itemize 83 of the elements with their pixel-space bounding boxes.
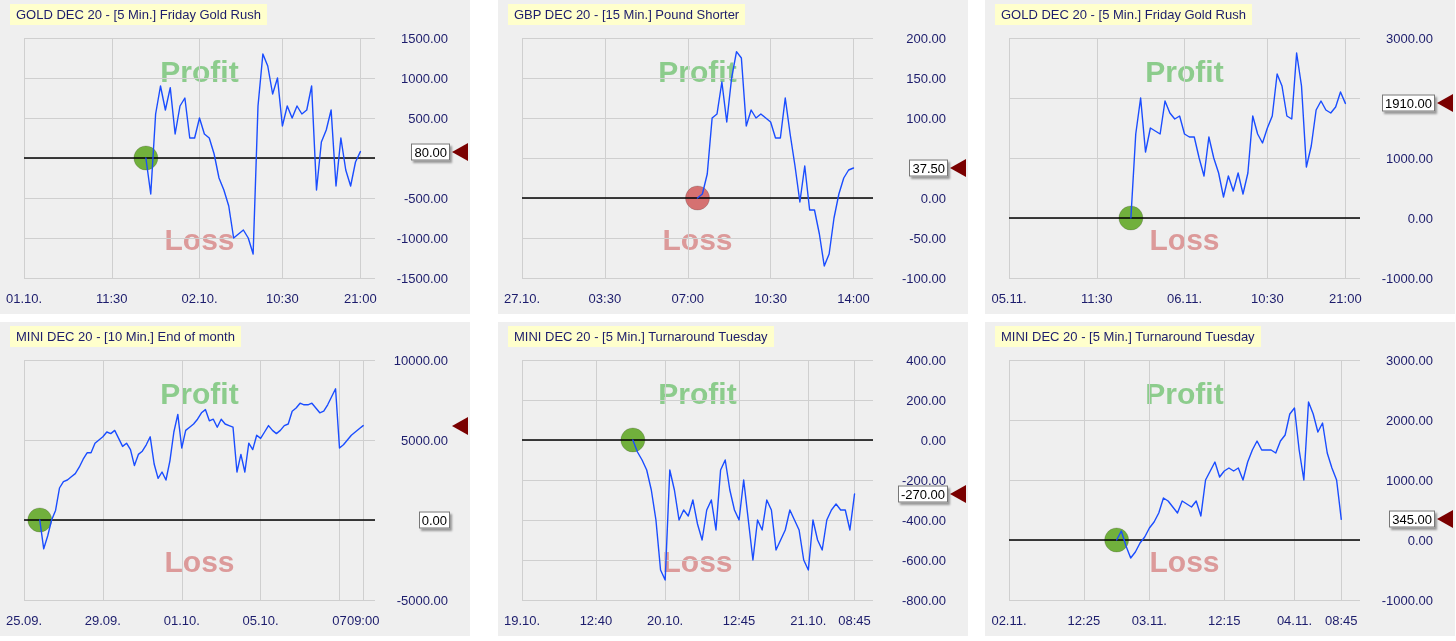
x-tick-label: 05.10. (242, 613, 279, 628)
y-tick-label: 3000.00 (1386, 30, 1433, 46)
chart-title: GBP DEC 20 - [15 Min.] Pound Shorter (508, 4, 746, 25)
y-tick-label: 0.00 (1407, 532, 1433, 548)
x-tick-label: 05.11. (991, 291, 1027, 306)
y-tick-label: 3000.00 (1386, 352, 1433, 368)
x-tick-label: 10:30 (754, 291, 787, 306)
x-tick-label: 25.09. (5, 613, 43, 628)
x-tick-label: 29.09. (84, 613, 121, 628)
x-tick-label: 21.10. (790, 613, 827, 628)
x-tick-label: 03.11. (1131, 613, 1167, 628)
x-tick-label: 27.10. (503, 291, 541, 306)
y-tick-label: 200.00 (906, 392, 946, 408)
chart-title: MINI DEC 20 - [5 Min.] Turnaround Tuesday (508, 326, 774, 347)
chart-title: MINI DEC 20 - [5 Min.] Turnaround Tuesday (995, 326, 1261, 347)
y-tick-label: 0.00 (920, 190, 946, 206)
y-tick-label: 1000.00 (401, 70, 448, 86)
annotation: Profit (160, 376, 239, 411)
y-tick-label: -1000.00 (1381, 592, 1433, 608)
x-tick-label: 01.10. (163, 613, 200, 628)
x-tick-label: 07:00 (671, 291, 705, 306)
y-tick-label: -500.00 (403, 190, 448, 206)
x-tick-label: 19.10. (503, 613, 541, 628)
annotation: Loss (164, 222, 235, 257)
annotation: Profit (1145, 376, 1224, 411)
annotation: Loss (164, 544, 235, 579)
y-tick-label: 0.00 (920, 432, 946, 448)
y-tick-label: 400.00 (906, 352, 946, 368)
x-tick-label: 12:40 (579, 613, 613, 628)
y-tick-label: 2000.00 (1386, 412, 1433, 428)
x-tick-label: 09:00 (346, 613, 380, 628)
x-tick-label: 12:15 (1208, 613, 1241, 628)
x-tick-label: 03:30 (588, 291, 622, 306)
y-tick-label: -1000.00 (1381, 270, 1433, 286)
x-tick-label: 02.10. (181, 291, 218, 306)
x-tick-label: 08:45 (1325, 613, 1358, 628)
x-tick-label: 21:00 (1329, 291, 1362, 306)
y-tick-label: 1000.00 (1386, 150, 1433, 166)
y-tick-label: 10000.00 (393, 352, 448, 368)
y-tick-label: 0.00 (1407, 210, 1433, 226)
y-tick-label: -1000.00 (396, 230, 448, 246)
x-tick-label: 12:25 (1067, 613, 1101, 628)
annotation: Loss (662, 222, 733, 257)
x-tick-label: 20.10. (647, 613, 684, 628)
text: 345.00 (1389, 510, 1435, 528)
y-tick-label: -50.00 (909, 230, 946, 246)
x-tick-label: 01.10. (5, 291, 43, 306)
y-tick-label: -100.00 (901, 270, 946, 286)
text: -270.00 (897, 485, 948, 503)
x-tick-label: 02.11. (991, 613, 1027, 628)
text: 37.50 (909, 159, 948, 177)
chart-title: MINI DEC 20 - [10 Min.] End of month (10, 326, 241, 347)
y-tick-label: -800.00 (901, 592, 946, 608)
y-tick-label: 1500.00 (401, 30, 448, 46)
y-tick-label: -200.00 (901, 472, 946, 488)
annotation: Loss (1149, 544, 1220, 579)
x-tick-label: 07 (332, 613, 347, 628)
y-tick-label: 150.00 (906, 70, 946, 86)
x-tick-label: 21:00 (344, 291, 377, 306)
y-tick-label: -600.00 (901, 552, 946, 568)
y-tick-label: -1500.00 (396, 270, 448, 286)
x-tick-label: 10:30 (1251, 291, 1284, 306)
chart-title: GOLD DEC 20 - [5 Min.] Friday Gold Rush (995, 4, 1252, 25)
x-tick-label: 08:45 (838, 613, 871, 628)
x-tick-label: 12:45 (722, 613, 756, 628)
text: 1910.00 (1382, 94, 1435, 112)
y-tick-label: -400.00 (901, 512, 946, 528)
x-tick-label: 10:30 (266, 291, 299, 306)
y-tick-label: 1000.00 (1386, 472, 1433, 488)
y-tick-label: 5000.00 (401, 432, 448, 448)
y-tick-label: 100.00 (906, 110, 946, 126)
annotation: Profit (1145, 54, 1224, 89)
y-tick-label: -5000.00 (396, 592, 448, 608)
text: 80.00 (411, 143, 450, 161)
y-tick-label: 500.00 (408, 110, 448, 126)
chart-title: GOLD DEC 20 - [5 Min.] Friday Gold Rush (10, 4, 267, 25)
x-tick-label: 04.11. (1276, 613, 1313, 628)
y-tick-label: 200.00 (906, 30, 946, 46)
x-tick-label: 11:30 (1080, 291, 1113, 306)
x-tick-label: 06.11. (1166, 291, 1203, 306)
annotation: Loss (1149, 222, 1220, 257)
x-tick-label: 11:30 (95, 291, 128, 306)
x-tick-label: 14:00 (837, 291, 870, 306)
